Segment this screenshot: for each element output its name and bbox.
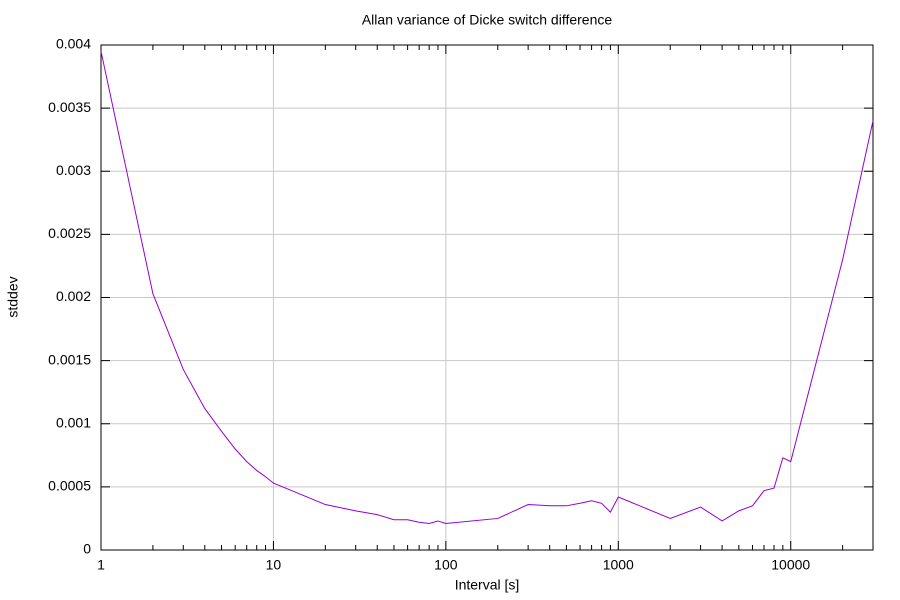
y-tick-label: 0.0035 <box>48 99 91 115</box>
plot-border <box>100 44 874 551</box>
x-tick-label: 10 <box>266 557 282 573</box>
y-tick-label: 0.0005 <box>48 478 91 494</box>
y-tick-label: 0.001 <box>56 414 91 430</box>
y-tick-label: 0.0025 <box>48 225 91 241</box>
y-axis-label: stddev <box>5 276 21 317</box>
x-tick-label: 1000 <box>603 557 634 573</box>
x-tick-label: 10000 <box>771 557 810 573</box>
x-tick-label: 1 <box>97 557 105 573</box>
y-tick-label: 0.003 <box>56 162 91 178</box>
y-tick-label: 0 <box>83 541 91 557</box>
y-tick-label: 0.0015 <box>48 351 91 367</box>
data-line <box>100 51 874 524</box>
y-tick-label: 0.002 <box>56 288 91 304</box>
x-axis-label: Interval [s] <box>455 577 520 593</box>
chart-title: Allan variance of Dicke switch differenc… <box>362 12 613 28</box>
x-tick-label: 100 <box>434 557 458 573</box>
y-tick-label: 0.004 <box>56 36 91 52</box>
